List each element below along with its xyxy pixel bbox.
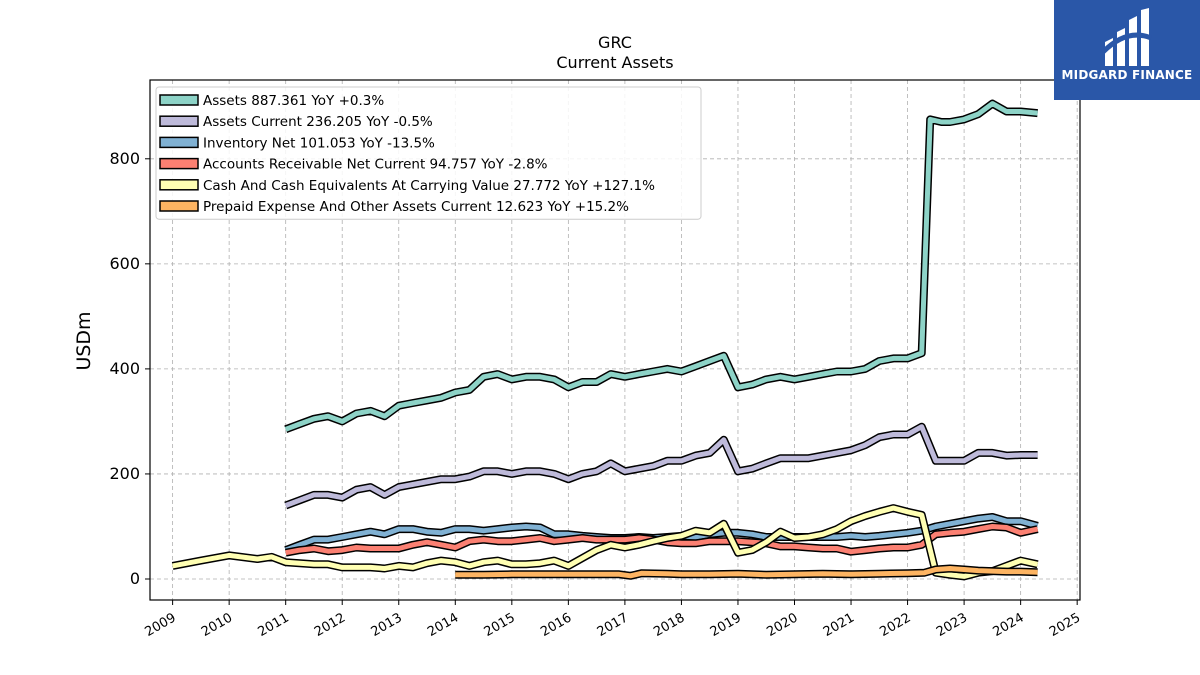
brand-name: MIDGARD FINANCE	[1061, 68, 1193, 82]
x-tick-label: 2025	[1047, 610, 1083, 640]
x-tick-label: 2016	[538, 610, 574, 640]
series-lines	[171, 99, 1039, 581]
chart-subtitle: Current Assets	[556, 53, 673, 72]
y-tick-label: 800	[109, 149, 140, 168]
x-tick-label: 2010	[199, 610, 235, 640]
x-tick-label: 2023	[934, 610, 970, 640]
legend-entry: Inventory Net 101.053 YoY -13.5%	[203, 135, 435, 151]
x-tick-label: 2014	[425, 610, 461, 640]
legend-swatch	[159, 94, 199, 106]
x-tick-label: 2011	[256, 610, 292, 640]
x-tick-label: 2018	[651, 610, 687, 640]
legend-swatch	[159, 115, 199, 127]
legend-swatch	[159, 136, 199, 149]
legend-entry: Assets Current 236.205 YoY -0.5%	[203, 114, 433, 130]
legend-entry: Prepaid Expense And Other Assets Current…	[203, 199, 629, 215]
x-tick-label: 2012	[312, 610, 348, 640]
x-tick-label: 2019	[708, 610, 744, 640]
x-tick-label: 2024	[990, 610, 1026, 640]
series-stroke	[284, 424, 1038, 508]
x-tick-label: 2020	[764, 610, 800, 640]
series-line	[284, 99, 1038, 434]
x-tick-label: 2013	[369, 610, 405, 640]
legend-swatch	[159, 157, 199, 170]
y-tick-label: 400	[109, 359, 140, 378]
plot-frame	[149, 79, 1081, 601]
series-stroke	[284, 101, 1038, 432]
y-tick-label: 600	[109, 254, 140, 273]
legend-swatch	[159, 179, 199, 191]
legend-entry: Cash And Cash Equivalents At Carrying Va…	[203, 178, 655, 194]
x-tick-label: 2021	[821, 610, 857, 640]
x-tick-label: 2017	[595, 610, 631, 640]
y-tick-label: 200	[109, 464, 140, 483]
y-tick-label: 0	[130, 569, 140, 588]
x-tick-label: 2015	[482, 610, 518, 640]
legend-entry: Accounts Receivable Net Current 94.757 Y…	[203, 157, 548, 173]
series-line	[284, 422, 1038, 510]
legend-swatch	[159, 200, 199, 212]
y-axis-label: USDm	[73, 311, 95, 370]
x-tick-label: 2009	[142, 610, 178, 640]
series-line	[455, 564, 1038, 580]
legend-entry: Assets 887.361 YoY +0.3%	[203, 93, 384, 109]
x-tick-label: 2022	[877, 610, 913, 640]
series-stroke	[172, 505, 1039, 579]
midgard-logo-icon	[1101, 8, 1152, 66]
legend-box	[155, 86, 702, 220]
legend: Assets 887.361 YoY +0.3% Assets Current 2…	[155, 86, 702, 220]
series-stroke	[455, 566, 1038, 579]
series-line	[171, 504, 1039, 581]
brand-logo: MIDGARD FINANCE	[1054, 0, 1200, 100]
chart-title: GRC	[598, 33, 632, 52]
